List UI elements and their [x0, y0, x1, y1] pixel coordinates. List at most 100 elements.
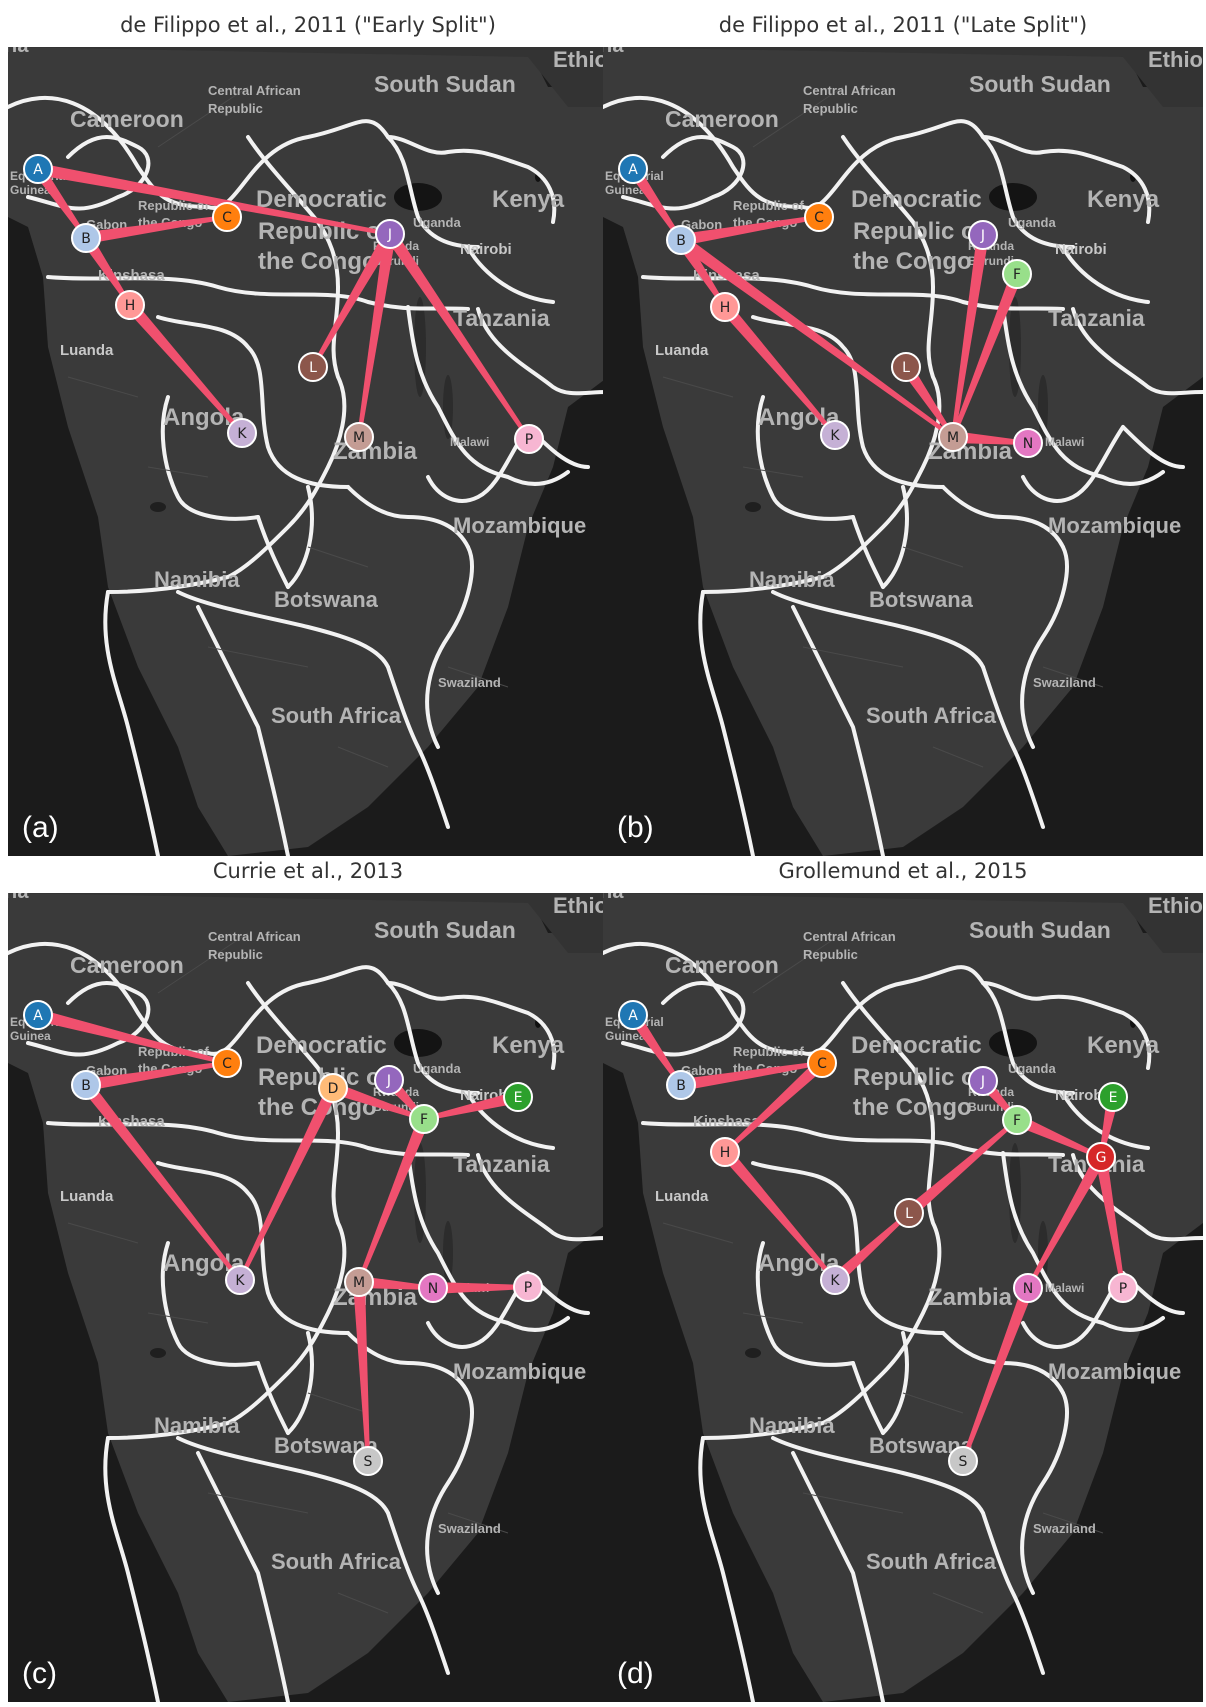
- node-marker[interactable]: [1098, 1082, 1128, 1112]
- node-marker[interactable]: [225, 1265, 255, 1295]
- node-A[interactable]: A: [23, 154, 53, 184]
- country-label: Tanzania: [1048, 305, 1145, 331]
- node-marker[interactable]: [344, 1267, 374, 1297]
- node-marker[interactable]: [666, 1070, 696, 1100]
- node-label: P: [1119, 1281, 1127, 1297]
- node-marker[interactable]: [409, 1104, 439, 1134]
- country-label: Ethiop: [553, 47, 608, 72]
- node-label: M: [353, 430, 365, 446]
- node-A[interactable]: A: [23, 1000, 53, 1030]
- node-marker[interactable]: [353, 1446, 383, 1476]
- node-marker[interactable]: [1013, 428, 1043, 458]
- node-marker[interactable]: [212, 202, 242, 232]
- node-N[interactable]: N: [418, 1273, 448, 1303]
- node-marker[interactable]: [503, 1082, 533, 1112]
- panel-title: de Filippo et al., 2011 ("Late Split"): [718, 13, 1088, 37]
- node-S[interactable]: S: [948, 1446, 978, 1476]
- node-J[interactable]: J: [374, 1065, 404, 1095]
- node-E[interactable]: E: [503, 1082, 533, 1112]
- node-marker[interactable]: [212, 1048, 242, 1078]
- node-N[interactable]: N: [1013, 1273, 1043, 1303]
- node-S[interactable]: S: [353, 1446, 383, 1476]
- node-marker[interactable]: [820, 1265, 850, 1295]
- node-label: N: [1023, 436, 1033, 452]
- node-marker[interactable]: [948, 1446, 978, 1476]
- node-B[interactable]: B: [666, 225, 696, 255]
- node-marker[interactable]: [894, 1198, 924, 1228]
- node-marker[interactable]: [804, 202, 834, 232]
- node-marker[interactable]: [298, 352, 328, 382]
- node-marker[interactable]: [666, 225, 696, 255]
- node-marker[interactable]: [374, 1065, 404, 1095]
- node-C[interactable]: C: [804, 202, 834, 232]
- node-marker[interactable]: [618, 154, 648, 184]
- node-marker[interactable]: [710, 292, 740, 322]
- node-marker[interactable]: [71, 223, 101, 253]
- node-F[interactable]: F: [1002, 1105, 1032, 1135]
- node-marker[interactable]: [514, 424, 544, 454]
- node-marker[interactable]: [618, 1000, 648, 1030]
- country-label: Tanzania: [453, 305, 550, 331]
- node-P[interactable]: P: [513, 1272, 543, 1302]
- node-label: L: [309, 360, 317, 376]
- node-J[interactable]: J: [968, 220, 998, 250]
- node-marker[interactable]: [968, 220, 998, 250]
- node-M[interactable]: M: [344, 422, 374, 452]
- node-L[interactable]: L: [891, 352, 921, 382]
- node-K[interactable]: K: [227, 418, 257, 448]
- node-marker[interactable]: [807, 1048, 837, 1078]
- node-K[interactable]: K: [225, 1265, 255, 1295]
- node-H[interactable]: H: [710, 292, 740, 322]
- node-N[interactable]: N: [1013, 428, 1043, 458]
- node-marker[interactable]: [375, 219, 405, 249]
- node-C[interactable]: C: [212, 202, 242, 232]
- node-marker[interactable]: [1002, 1105, 1032, 1135]
- node-A[interactable]: A: [618, 1000, 648, 1030]
- node-E[interactable]: E: [1098, 1082, 1128, 1112]
- node-marker[interactable]: [968, 1066, 998, 1096]
- node-K[interactable]: K: [820, 1265, 850, 1295]
- node-L[interactable]: L: [894, 1198, 924, 1228]
- node-marker[interactable]: [227, 418, 257, 448]
- node-J[interactable]: J: [968, 1066, 998, 1096]
- node-marker[interactable]: [344, 422, 374, 452]
- node-M[interactable]: M: [938, 422, 968, 452]
- node-marker[interactable]: [710, 1137, 740, 1167]
- node-marker[interactable]: [1086, 1142, 1116, 1172]
- node-marker[interactable]: [23, 154, 53, 184]
- node-B[interactable]: B: [666, 1070, 696, 1100]
- node-G[interactable]: G: [1086, 1142, 1116, 1172]
- node-H[interactable]: H: [115, 290, 145, 320]
- node-marker[interactable]: [513, 1272, 543, 1302]
- node-J[interactable]: J: [375, 219, 405, 249]
- node-F[interactable]: F: [409, 1104, 439, 1134]
- node-marker[interactable]: [1013, 1273, 1043, 1303]
- node-C[interactable]: C: [212, 1048, 242, 1078]
- node-label: P: [524, 1280, 532, 1296]
- edge-A-C: [36, 1009, 228, 1065]
- node-H[interactable]: H: [710, 1137, 740, 1167]
- node-L[interactable]: L: [298, 352, 328, 382]
- node-marker[interactable]: [23, 1000, 53, 1030]
- node-D[interactable]: D: [318, 1073, 348, 1103]
- node-marker[interactable]: [318, 1073, 348, 1103]
- node-marker[interactable]: [418, 1273, 448, 1303]
- node-F[interactable]: F: [1002, 259, 1032, 289]
- node-B[interactable]: B: [71, 223, 101, 253]
- node-marker[interactable]: [1108, 1273, 1138, 1303]
- node-B[interactable]: B: [71, 1070, 101, 1100]
- node-P[interactable]: P: [1108, 1273, 1138, 1303]
- node-marker[interactable]: [1002, 259, 1032, 289]
- node-C[interactable]: C: [807, 1048, 837, 1078]
- node-P[interactable]: P: [514, 424, 544, 454]
- panel-b: de Filippo et al., 2011 ("Late Split") C…: [603, 5, 1203, 856]
- node-marker[interactable]: [115, 290, 145, 320]
- node-marker[interactable]: [820, 420, 850, 450]
- node-marker[interactable]: [938, 422, 968, 452]
- node-A[interactable]: A: [618, 154, 648, 184]
- node-marker[interactable]: [71, 1070, 101, 1100]
- node-marker[interactable]: [891, 352, 921, 382]
- node-M[interactable]: M: [344, 1267, 374, 1297]
- node-K[interactable]: K: [820, 420, 850, 450]
- panel-title: Grollemund et al., 2015: [778, 859, 1028, 883]
